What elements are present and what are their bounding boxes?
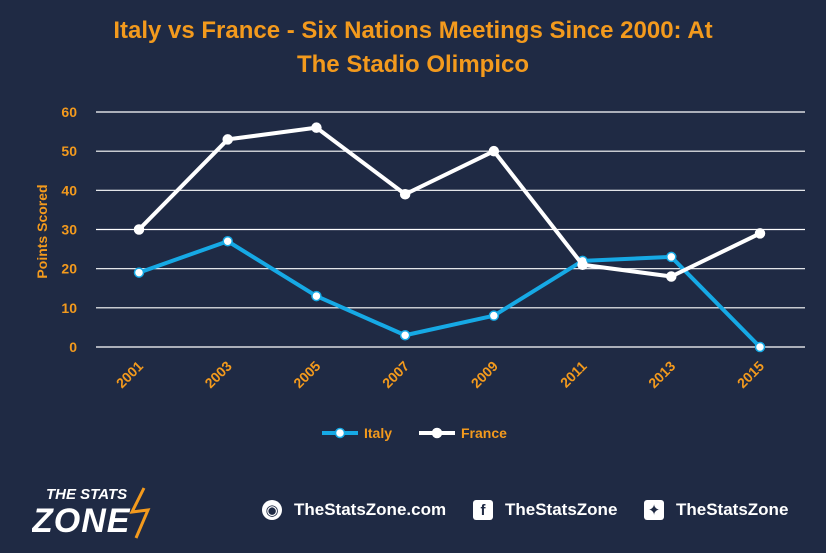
y-tick-label: 30 [61,222,77,238]
facebook-link[interactable]: f TheStatsZone [473,498,617,522]
italy-data-point [666,251,677,263]
twitter-icon: ✦ [644,500,664,520]
twitter-link[interactable]: ✦ TheStatsZone [644,498,788,522]
chart-title-line-1: Italy vs France - Six Nations Meetings S… [113,17,713,44]
y-axis-title: Points Scored [34,184,50,278]
france-data-point [311,122,322,133]
website-link-label: TheStatsZone.com [294,500,447,519]
x-tick-label: 2013 [645,358,678,391]
chart-title-line-2: The Stadio Olimpico [296,51,530,78]
italy-data-point [399,330,411,341]
y-tick-label: 10 [61,300,77,316]
france-series-line [137,125,761,279]
x-tick-label: 2007 [379,358,412,391]
italy-series-line [138,239,762,349]
chart-panel: 0 10 20 30 40 50 60 Points Scored 2001 2003 2005 20… [0,0,826,464]
italy-data-point [488,310,500,321]
france-data-point [222,134,233,145]
y-tick-label: 50 [61,143,77,159]
stats-zone-logo: THE STATS ZONE [32,486,151,540]
line-chart: 0 10 20 30 40 50 60 Points Scored 2001 2003 2005 20… [34,104,805,441]
france-data-point [666,271,677,282]
x-tick-label: 2001 [113,358,146,391]
france-data-point [577,259,588,270]
y-tick-label: 0 [69,339,77,355]
footer: THE STATS ZONE ◉ TheStatsZone.com f TheS… [0,464,826,553]
legend-italy-label: Italy [364,425,392,441]
lightning-bolt-icon [129,487,151,539]
x-tick-label: 2009 [468,358,501,391]
legend-france-marker [431,427,443,439]
website-link[interactable]: ◉ TheStatsZone.com [262,498,446,522]
italy-data-point [222,236,233,247]
chart-title: Italy vs France - Six Nations Meetings S… [0,14,826,82]
twitter-link-label: TheStatsZone [676,500,789,519]
italy-data-point [754,341,766,353]
facebook-icon: f [473,500,493,520]
y-tick-label: 20 [61,261,77,277]
globe-icon: ◉ [262,500,282,520]
y-tick-label: 60 [61,104,77,120]
legend-italy-marker [334,427,346,439]
france-data-point [399,189,411,200]
x-tick-label: 2003 [201,358,234,391]
italy-data-point [133,267,145,278]
france-data-point [488,145,500,157]
x-tick-label: 2011 [557,358,590,391]
italy-data-point [311,290,322,302]
y-tick-label: 40 [61,182,77,198]
x-tick-label: 2015 [734,358,767,391]
france-data-point [133,224,145,235]
brand-top-text: THE STATS [46,486,127,503]
legend-france-label: France [461,425,507,441]
france-data-point [754,228,766,239]
x-tick-label: 2005 [290,358,323,391]
facebook-link-label: TheStatsZone [505,500,618,519]
brand-bottom-text: ZONE [32,502,131,540]
